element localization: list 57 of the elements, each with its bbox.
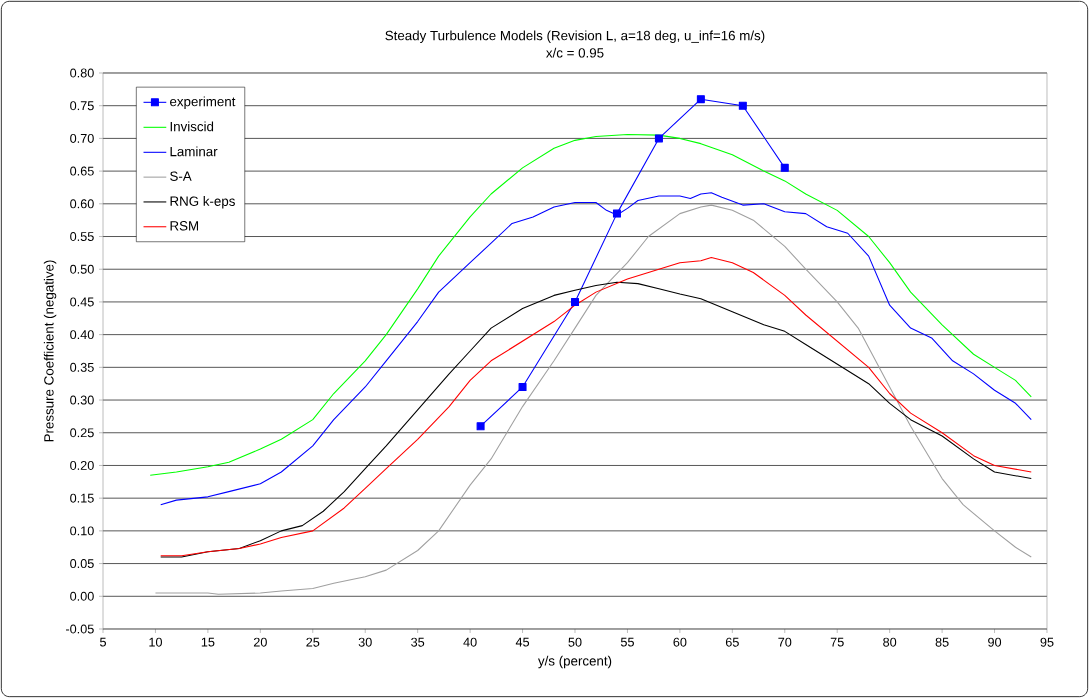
y-tick-label: 0.60 — [70, 199, 94, 209]
x-tick-label: 25 — [306, 637, 320, 647]
x-tick-label: 5 — [99, 637, 107, 647]
y-tick-label: 0.80 — [70, 68, 94, 78]
x-tick-label: 15 — [201, 637, 215, 647]
x-tick-label: 35 — [411, 637, 425, 647]
point — [612, 209, 621, 218]
legend-label: experiment — [170, 96, 236, 109]
x-tick-label: 40 — [463, 637, 477, 647]
x-tick-label: 75 — [830, 637, 844, 647]
x-tick-label: 95 — [1040, 637, 1054, 647]
x-tick-label: 85 — [935, 637, 949, 647]
y-tick-label: 0.05 — [70, 559, 94, 569]
chart-title: Steady Turbulence Models (Revision L, a=18 deg, u_inf=16 m/s) — [385, 30, 765, 43]
point — [654, 134, 663, 143]
y-tick-label: 0.35 — [70, 362, 94, 372]
x-tick-label: 50 — [568, 637, 582, 647]
line-series — [149, 133, 1032, 476]
point — [696, 95, 705, 104]
point — [570, 297, 579, 306]
legend-label: S-A — [170, 171, 192, 181]
y-tick-label: 0.15 — [70, 493, 94, 503]
y-tick-label: 0.65 — [70, 166, 94, 176]
y-tick-label: 0.55 — [70, 232, 94, 241]
x-tick-label: 45 — [515, 637, 530, 647]
y-tick-label: 0.45 — [70, 297, 94, 307]
x-tick-label: 65 — [725, 637, 739, 647]
x-tick-label: 80 — [883, 637, 897, 647]
y-tick-label: 0.70 — [70, 133, 94, 143]
point — [738, 101, 747, 110]
x-axis-title: y/s (percent) — [537, 655, 612, 669]
legend-label: Laminar — [170, 146, 218, 157]
y-tick-label: -0.05 — [65, 624, 94, 634]
y-axis-title: Pressure Coefficient (negative) — [43, 260, 57, 442]
x-tick-label: 10 — [149, 637, 162, 647]
legend-label: RNG k-eps — [170, 196, 235, 209]
y-tick-label: 0.10 — [70, 526, 94, 536]
x-tick-label: 70 — [778, 637, 792, 647]
point — [780, 163, 789, 172]
x-tick-label: 60 — [673, 637, 687, 647]
point — [476, 422, 485, 431]
x-tick-label: 90 — [988, 637, 1002, 647]
line-series — [160, 192, 1032, 506]
point — [518, 382, 527, 391]
y-tick-label: 0.75 — [70, 101, 94, 111]
legend-label: Inviscid — [170, 121, 214, 132]
y-tick-label: 0.50 — [70, 264, 94, 274]
x-tick-label: 20 — [253, 637, 267, 647]
x-tick-label: 30 — [358, 637, 372, 647]
legend-label: RSM — [170, 221, 199, 231]
y-tick-label: 0.20 — [70, 460, 94, 470]
x-tick-label: 55 — [620, 637, 634, 647]
y-tick-label: 0.25 — [70, 428, 94, 438]
chart-subtitle: x/c = 0.95 — [546, 47, 604, 58]
y-tick-label: 0.00 — [70, 591, 94, 601]
y-tick-label: 0.30 — [70, 395, 94, 405]
y-tick-label: 0.40 — [70, 330, 94, 340]
